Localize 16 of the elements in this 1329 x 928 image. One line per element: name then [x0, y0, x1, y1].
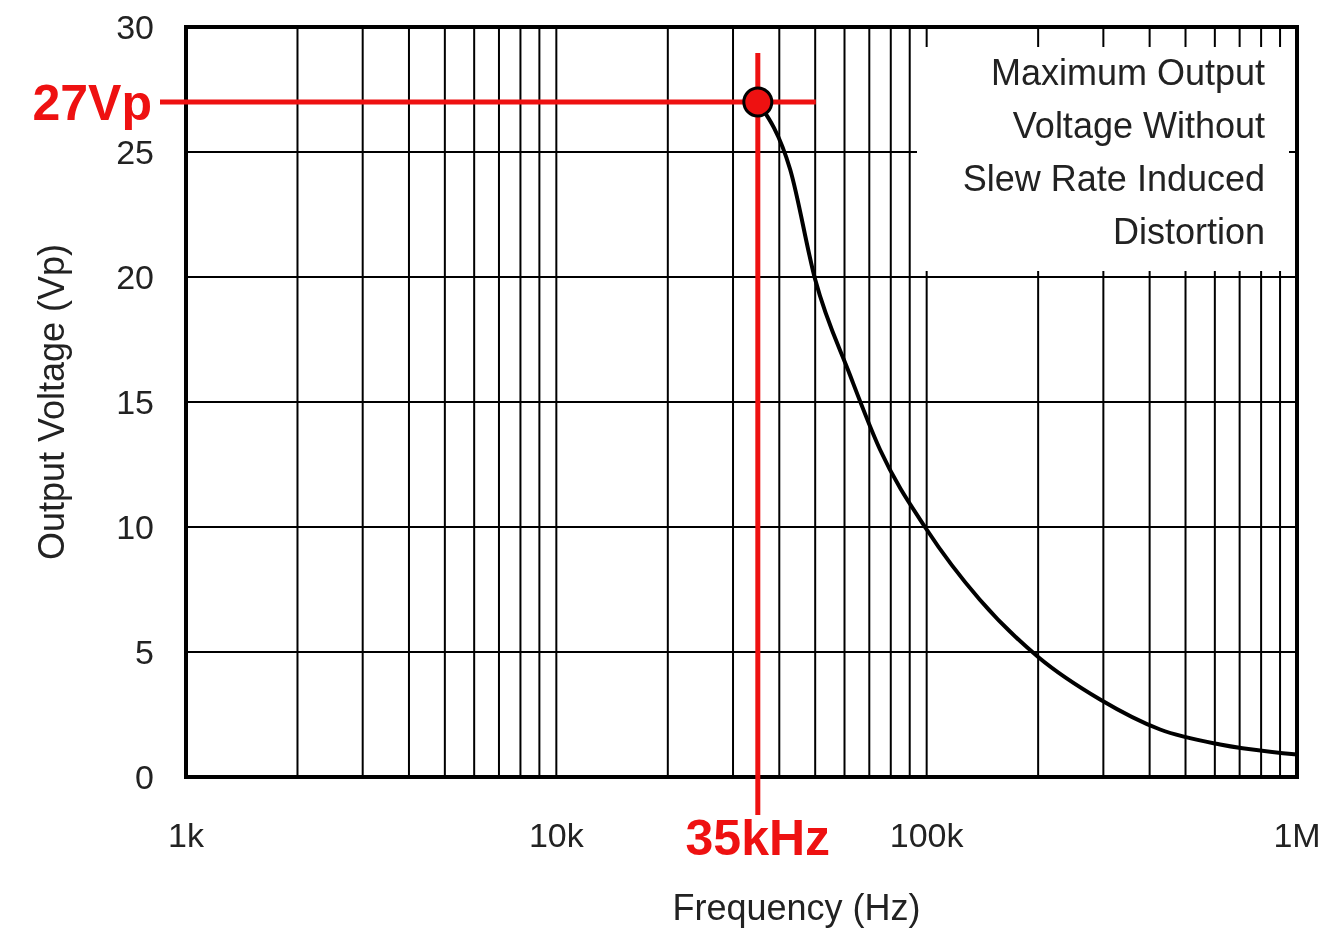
annotation: Maximum Output Voltage Without Slew Rate Induced Distortion — [962, 52, 1265, 252]
x-axis-title: Frequency (Hz) — [672, 887, 921, 928]
x-tick-label: 10k — [528, 816, 585, 854]
y-tick-label: 25 — [116, 133, 154, 172]
y-tick-label: 20 — [116, 258, 154, 297]
x-tick-label: 1k — [168, 816, 205, 854]
y-tick-label: 0 — [135, 758, 154, 797]
ref-line-label: 35kHz — [685, 810, 831, 866]
y-tick-label: 15 — [116, 383, 154, 422]
y-axis-title: Output Voltage (Vp) — [31, 243, 72, 561]
x-tick-label: 1M — [1273, 816, 1321, 854]
y-tick-label: 10 — [116, 508, 154, 547]
x-tick-label: 100k — [889, 816, 965, 854]
ref-line-label: 27Vp — [32, 75, 152, 131]
y-tick-label: 5 — [135, 633, 154, 672]
y-tick-label: 30 — [116, 8, 154, 47]
